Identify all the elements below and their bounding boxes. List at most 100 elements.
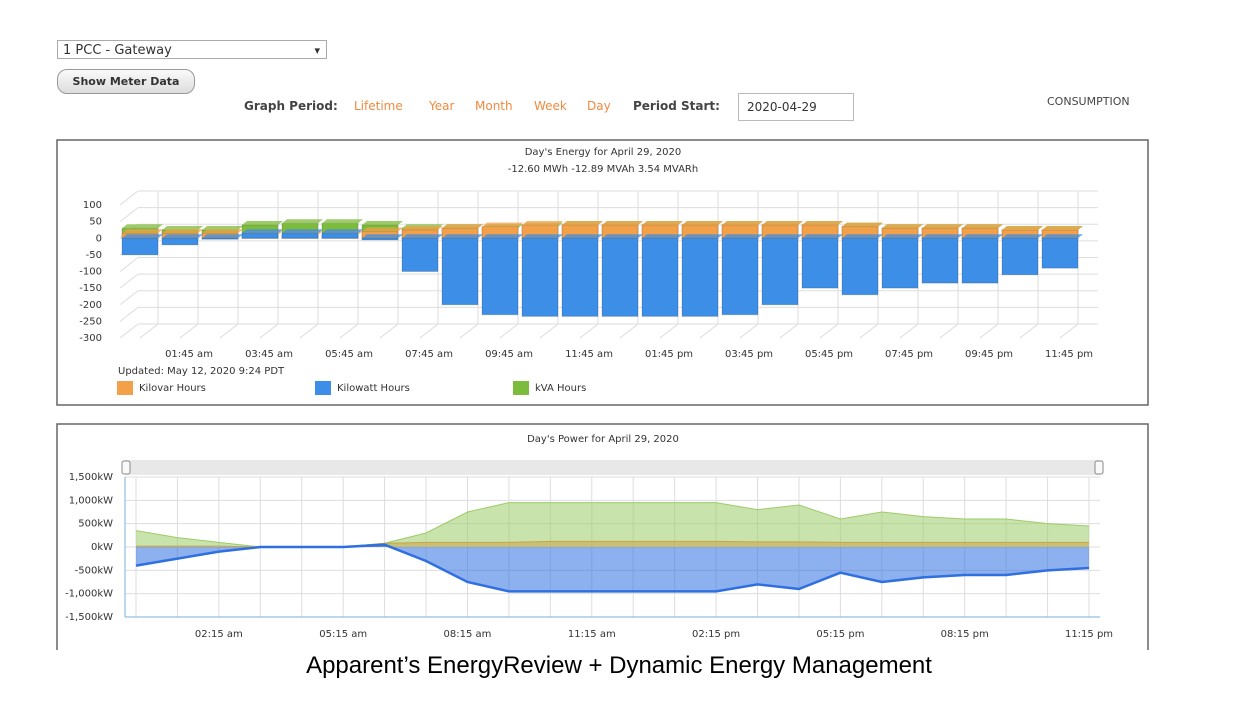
bar-top [362, 234, 403, 239]
grid-line [1059, 323, 1079, 339]
bar [961, 237, 999, 284]
grid-line [119, 257, 139, 272]
bar-top [602, 234, 643, 239]
period-link[interactable]: Day [587, 99, 611, 113]
bar-top [522, 220, 563, 225]
bar [841, 237, 879, 296]
x-tick-label: 02:15 am [195, 629, 243, 640]
bar-top [482, 222, 523, 227]
y-tick-label: -200 [79, 300, 102, 311]
show-meter-button[interactable]: Show Meter Data [57, 69, 195, 94]
x-tick-label: 09:45 pm [965, 349, 1013, 360]
bar-top [442, 234, 483, 239]
bar-top [602, 220, 643, 225]
period-link[interactable]: Lifetime [354, 99, 403, 113]
bar-top [1002, 234, 1043, 239]
y-tick-label: 0 [96, 233, 102, 244]
x-tick-label: 02:15 pm [692, 629, 740, 640]
bar [281, 232, 319, 239]
scroll-handle[interactable] [121, 460, 131, 475]
bar [161, 237, 199, 246]
bar [881, 237, 919, 289]
scrollbar[interactable] [125, 460, 1100, 475]
y-tick-label: 1,500kW [69, 472, 113, 483]
bar-top [162, 229, 203, 234]
bar-top [1002, 225, 1043, 230]
y-tick-label: -100 [79, 267, 102, 278]
grid-line [779, 323, 799, 339]
area [136, 502, 1089, 547]
bar [801, 237, 839, 289]
grid-line [899, 323, 919, 339]
bar-top [162, 234, 203, 239]
period-link[interactable]: Year [429, 99, 455, 113]
bar-top [882, 224, 923, 229]
period-start-input[interactable]: 2020-04-29 [738, 93, 854, 121]
grid-line [119, 290, 139, 306]
grid-line [739, 323, 759, 339]
bar-top [242, 229, 283, 234]
legend-label: Kilowatt Hours [337, 383, 410, 394]
bar-top [962, 234, 1003, 239]
bar-top [202, 229, 243, 234]
x-tick-label: 01:45 am [165, 349, 213, 360]
bar-top [122, 234, 163, 239]
bar-top [122, 229, 163, 234]
bar [121, 237, 159, 256]
period-start-label: Period Start: [633, 99, 720, 113]
y-tick-label: -250 [79, 316, 102, 327]
area [136, 544, 1089, 592]
bar-top [642, 234, 683, 239]
bar-top [202, 225, 243, 230]
grid-line [979, 323, 999, 339]
bar [361, 237, 399, 241]
x-tick-label: 11:15 pm [1065, 629, 1113, 640]
bar-top [922, 224, 963, 229]
bar-top [722, 220, 763, 225]
x-tick-label: 01:45 pm [645, 349, 693, 360]
period-link[interactable]: Week [534, 99, 567, 113]
grid-line [259, 323, 279, 339]
bar [481, 237, 519, 316]
x-tick-label: 03:45 pm [725, 349, 773, 360]
bar-top [842, 234, 883, 239]
bar [1001, 237, 1039, 276]
scroll-handle[interactable] [1094, 460, 1104, 475]
x-tick-label: 09:45 am [485, 349, 533, 360]
period-link[interactable]: Month [475, 99, 513, 113]
bar [441, 237, 479, 306]
grid-line [119, 190, 139, 206]
bar-top [282, 229, 323, 234]
legend-swatch [117, 381, 133, 395]
bar-top [722, 234, 763, 239]
bar-top [1042, 225, 1083, 230]
line [135, 543, 1090, 593]
bar-top [282, 219, 323, 224]
bar-top [762, 234, 803, 239]
grid-line [1019, 323, 1039, 339]
grid-line [379, 323, 399, 339]
y-tick-label: -150 [79, 283, 102, 294]
x-tick-label: 11:15 am [568, 629, 616, 640]
mode-label: CONSUMPTION [1047, 95, 1130, 108]
x-tick-label: 08:15 am [444, 629, 492, 640]
bar-top [682, 220, 723, 225]
bar [1041, 237, 1079, 269]
grid-line [699, 323, 719, 339]
x-tick-label: 05:45 am [325, 349, 373, 360]
bar-top [962, 224, 1003, 229]
bar [241, 232, 279, 239]
grid-line [119, 323, 139, 339]
grid-line [419, 323, 439, 339]
bar [721, 237, 759, 316]
bar-top [442, 224, 483, 229]
bar [321, 232, 359, 239]
bar [601, 237, 639, 317]
chart-note: Updated: May 12, 2020 9:24 PDT [118, 366, 285, 377]
y-tick-label: -1,500kW [65, 612, 113, 623]
bar-top [1042, 234, 1083, 239]
grid-line [179, 323, 199, 339]
meter-select[interactable]: 1 PCC - Gateway [57, 40, 327, 60]
bar-top [482, 234, 523, 239]
